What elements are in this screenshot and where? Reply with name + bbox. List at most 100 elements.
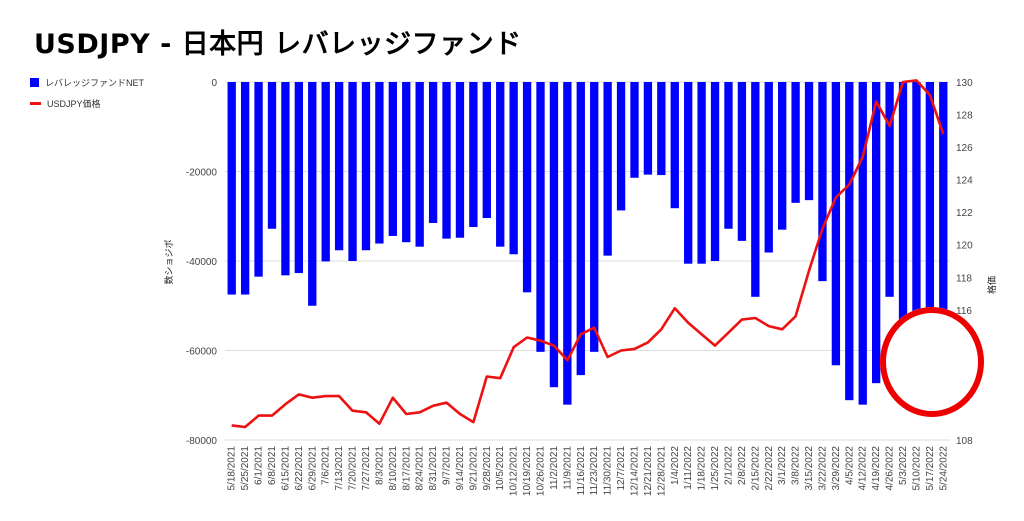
bar: [267, 82, 277, 229]
x-tick-label: 8/3/2021: [374, 446, 385, 485]
bar: [361, 82, 371, 251]
bar: [791, 82, 800, 203]
right-tick-label: 118: [956, 273, 972, 284]
bar: [858, 82, 867, 405]
bar: [509, 82, 518, 255]
bar: [804, 82, 814, 201]
bar: [576, 82, 585, 376]
x-tick-label: 7/6/2021: [321, 446, 332, 485]
x-tick-label: 3/29/2022: [831, 446, 842, 491]
bar: [831, 82, 841, 366]
bar: [590, 82, 599, 352]
x-tick-label: 4/5/2022: [844, 446, 855, 485]
x-tick-label: 5/25/2021: [240, 446, 251, 491]
bar: [496, 82, 505, 247]
chart-title: USDJPY - 日本円 レバレッジファンド: [34, 29, 522, 60]
bar: [563, 82, 572, 405]
legend-label-price: USDJPY価格: [47, 98, 101, 109]
x-tick-label: 8/31/2021: [428, 446, 439, 491]
x-tick-label: 4/12/2022: [858, 446, 869, 491]
highlight-overlay: [880, 307, 984, 417]
bar: [227, 82, 236, 295]
x-tick-label: 11/2/2021: [549, 446, 560, 490]
bar: [871, 82, 881, 384]
right-tick-label: 122: [956, 208, 973, 219]
bar: [415, 82, 424, 247]
x-tick-label: 6/8/2021: [267, 446, 278, 485]
x-tick-label: 5/3/2022: [898, 446, 909, 485]
x-tick-label: 8/17/2021: [401, 446, 412, 491]
x-tick-label: 9/14/2021: [455, 446, 466, 491]
x-tick-label: 6/1/2021: [254, 446, 265, 485]
legend-label-net: レバレッジファンドNET: [45, 77, 145, 88]
bar: [549, 82, 559, 388]
bar: [294, 82, 304, 274]
bar: [455, 82, 465, 238]
x-axis-ticks: 5/18/2021 5/25/2021 6/1/2021 6/8/2021 6/15/2…: [227, 446, 950, 496]
bar: [240, 82, 250, 295]
x-tick-label: 5/18/2021: [227, 446, 238, 491]
bar: [254, 82, 263, 277]
bar: [469, 82, 478, 227]
bar: [522, 82, 532, 293]
price-line: [231, 79, 945, 429]
bar: [308, 82, 317, 306]
bar: [428, 82, 438, 223]
x-tick-label: 11/23/2021: [589, 446, 600, 496]
legend-swatch-bars: [30, 77, 39, 87]
bar: [616, 82, 626, 211]
bar: [657, 82, 666, 176]
bar: [643, 82, 653, 175]
bar: [348, 82, 357, 261]
x-tick-label: 11/30/2021: [603, 446, 614, 496]
left-tick-label: 0: [211, 78, 217, 89]
right-tick-label: 126: [956, 143, 973, 154]
bar: [630, 82, 639, 178]
x-tick-label: 1/4/2022: [670, 446, 681, 485]
x-tick-label: 12/28/2021: [656, 446, 667, 496]
line-series: [231, 79, 945, 429]
x-tick-label: 9/28/2021: [482, 446, 493, 491]
x-tick-label: 7/20/2021: [348, 446, 359, 491]
bar: [536, 82, 545, 352]
legend-item-price: USDJPY価格: [30, 97, 144, 109]
bar: [375, 82, 384, 244]
bar: [751, 82, 760, 297]
x-tick-label: 8/24/2021: [415, 446, 426, 491]
legend: レバレッジファンドNET USDJPY価格: [30, 76, 144, 118]
x-tick-label: 4/26/2022: [885, 446, 896, 491]
x-tick-label: 9/7/2021: [442, 446, 453, 485]
bar: [402, 82, 411, 243]
right-tick-label: 108: [956, 436, 973, 447]
x-tick-label: 2/15/2022: [750, 446, 761, 491]
bar: [778, 82, 787, 230]
bar: [442, 82, 451, 239]
right-tick-label: 124: [956, 176, 973, 187]
x-tick-label: 2/22/2022: [764, 446, 775, 491]
highlight-circle: [880, 307, 984, 417]
bar: [603, 82, 612, 256]
x-tick-label: 5/17/2022: [925, 446, 936, 491]
bar: [710, 82, 720, 261]
x-tick-label: 10/19/2021: [522, 446, 533, 496]
legend-swatch-line: [30, 101, 41, 105]
left-tick-label: -20000: [186, 168, 218, 179]
bar: [724, 82, 733, 229]
x-tick-label: 12/14/2021: [629, 446, 640, 496]
bar: [764, 82, 773, 253]
x-tick-label: 5/10/2022: [911, 446, 922, 491]
right-tick-label: 120: [956, 241, 973, 252]
bar: [670, 82, 679, 209]
bar: [482, 82, 491, 219]
left-axis-title: 数ショジポ: [163, 239, 175, 284]
bar: [912, 82, 921, 358]
x-tick-label: 1/18/2022: [697, 446, 708, 491]
right-tick-label: 130: [956, 78, 973, 89]
bar: [885, 82, 894, 297]
left-tick-label: -40000: [186, 257, 218, 268]
x-tick-label: 12/7/2021: [616, 446, 627, 491]
x-tick-label: 9/21/2021: [468, 446, 479, 491]
right-axis-title: 格価: [986, 276, 998, 294]
bar-series: [227, 82, 948, 405]
x-tick-label: 6/22/2021: [294, 446, 305, 491]
